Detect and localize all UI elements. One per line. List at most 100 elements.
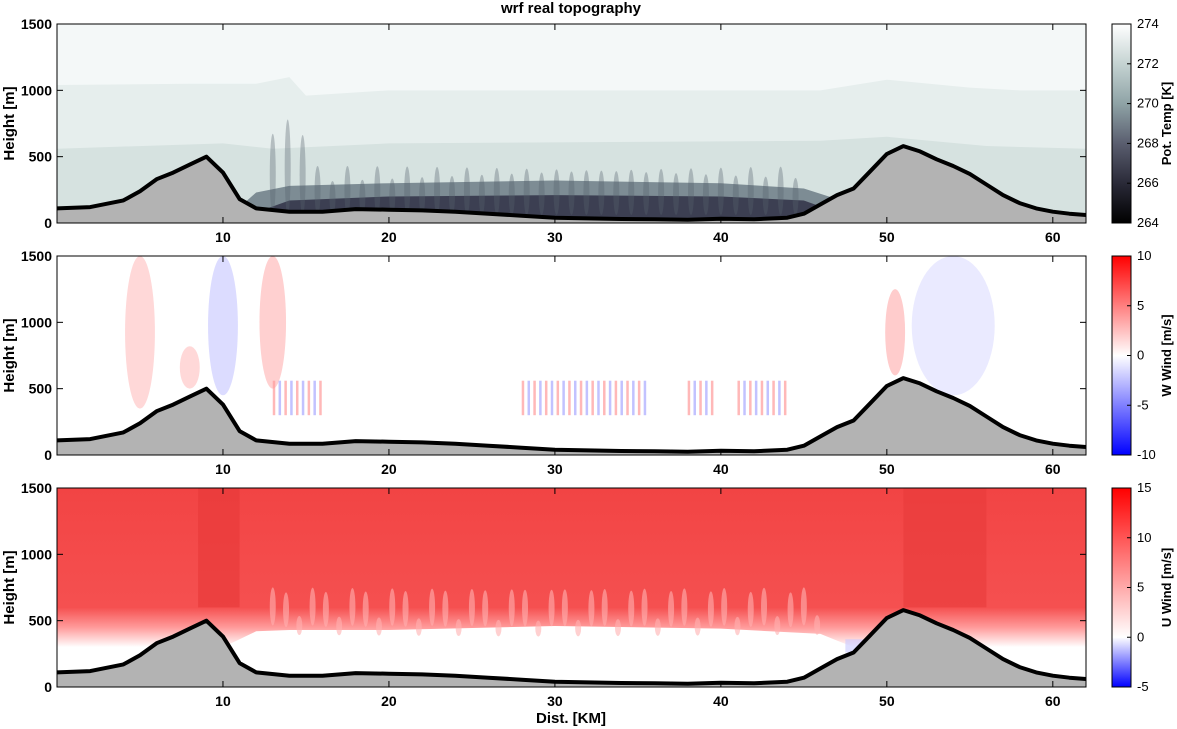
w-wave-stripe bbox=[573, 380, 577, 416]
u-wave-plume bbox=[389, 588, 396, 626]
temp-plume bbox=[449, 175, 456, 216]
w-column bbox=[885, 289, 906, 376]
u-wave-plume bbox=[734, 616, 741, 636]
x-tick-label: 50 bbox=[879, 693, 895, 709]
w-wave-stripe bbox=[643, 380, 647, 416]
y-tick-label: 1500 bbox=[21, 480, 52, 496]
w-wave-stripe bbox=[295, 380, 299, 416]
temp-plume bbox=[613, 171, 620, 216]
w-wave-stripe bbox=[585, 380, 589, 416]
w-wave-stripe bbox=[699, 380, 702, 416]
u-wave-plume bbox=[482, 590, 489, 627]
w-wave-stripe bbox=[632, 380, 635, 416]
x-tick-label: 30 bbox=[547, 693, 563, 709]
u-jet-right bbox=[903, 488, 987, 608]
w-wave-stripe bbox=[579, 380, 583, 416]
u-wave-plume bbox=[774, 616, 781, 636]
u-wave-plume bbox=[641, 588, 648, 626]
temp-plume bbox=[717, 167, 724, 216]
temp-plume bbox=[419, 177, 426, 216]
w-wave-stripe bbox=[626, 380, 629, 416]
u-wave-plume bbox=[601, 589, 608, 627]
x-tick-label: 30 bbox=[547, 461, 563, 477]
temp-plume bbox=[314, 165, 321, 216]
u-wave-plume bbox=[429, 588, 436, 626]
w-wave-stripe bbox=[603, 380, 606, 416]
w-wave-stripe bbox=[760, 380, 764, 416]
w-column bbox=[179, 346, 200, 389]
w-column bbox=[911, 256, 995, 396]
temp-plume bbox=[508, 173, 515, 216]
temp-plume bbox=[463, 167, 470, 216]
w-wave-stripe bbox=[527, 380, 531, 416]
temp-plume bbox=[553, 169, 560, 216]
colorbar-tick-label: -5 bbox=[1137, 397, 1149, 412]
x-axis-label: Dist. [KM] bbox=[536, 710, 606, 727]
temp-plume bbox=[702, 174, 709, 216]
x-tick-label: 10 bbox=[215, 229, 231, 245]
w-wave-stripe bbox=[620, 380, 623, 416]
x-tick-label: 20 bbox=[381, 693, 397, 709]
y-tick-label: 0 bbox=[44, 215, 52, 231]
y-tick-label: 0 bbox=[44, 447, 52, 463]
w-wave-stripe bbox=[705, 380, 708, 416]
u-wave-plume bbox=[747, 591, 754, 627]
temp-plume bbox=[359, 179, 366, 216]
temp-plume bbox=[747, 167, 754, 216]
w-wave-stripe bbox=[290, 380, 293, 416]
u-wave-plume bbox=[322, 591, 329, 628]
u-wave-plume bbox=[468, 589, 475, 627]
w-wave-stripe bbox=[614, 380, 618, 416]
temp-plume bbox=[598, 170, 605, 216]
y-tick-label: 500 bbox=[29, 381, 53, 397]
x-tick-label: 10 bbox=[215, 693, 231, 709]
u-wave-plume bbox=[575, 619, 582, 637]
colorbar-tick-label: 5 bbox=[1137, 298, 1144, 313]
temp-plume bbox=[374, 166, 381, 216]
w-column bbox=[259, 256, 287, 389]
w-wave-stripe bbox=[597, 380, 600, 416]
u-wave-plume bbox=[588, 590, 595, 627]
x-tick-label: 60 bbox=[1045, 461, 1061, 477]
w-column bbox=[208, 256, 238, 396]
w-wave-stripe bbox=[743, 380, 746, 416]
u-wave-plume bbox=[415, 618, 422, 636]
w-wave-stripe bbox=[749, 380, 752, 416]
w-wave-stripe bbox=[562, 380, 565, 416]
colorbar-tick-label: 0 bbox=[1137, 348, 1144, 363]
w-wave-stripe bbox=[687, 380, 691, 416]
w-wave-stripe bbox=[272, 380, 276, 416]
temp-plume bbox=[404, 166, 411, 216]
w-wave-stripe bbox=[710, 380, 714, 416]
x-tick-label: 50 bbox=[879, 229, 895, 245]
y-tick-label: 500 bbox=[29, 613, 53, 629]
w-wave-stripe bbox=[533, 380, 536, 416]
colorbar-tick-label: -5 bbox=[1137, 679, 1149, 694]
temp-plume bbox=[658, 168, 665, 216]
colorbar-tick-label: 266 bbox=[1137, 175, 1159, 190]
colorbar-tick-label: 264 bbox=[1137, 215, 1159, 230]
u-wave-plume bbox=[800, 587, 807, 626]
colorbar-label: W Wind [m/s] bbox=[1159, 314, 1174, 396]
x-tick-label: 30 bbox=[547, 229, 563, 245]
w-wave-stripe bbox=[550, 380, 554, 416]
w-wave-stripe bbox=[568, 380, 571, 416]
temp-plume bbox=[344, 166, 351, 216]
u-wave-plume bbox=[548, 589, 555, 627]
w-wave-stripe bbox=[301, 380, 305, 416]
u-wave-plume bbox=[721, 588, 728, 626]
temp-plume bbox=[732, 175, 739, 216]
temp-plume bbox=[389, 178, 396, 216]
terrain-line bbox=[57, 144, 1086, 222]
temp-plume bbox=[687, 168, 694, 216]
w-wave-stripe bbox=[544, 380, 548, 416]
u-wave-plume bbox=[787, 592, 794, 628]
u-wave-plume bbox=[614, 619, 621, 637]
u-wave-plume bbox=[309, 587, 316, 626]
colorbar-label: U Wind [m/s] bbox=[1159, 548, 1174, 627]
w-wave-stripe bbox=[608, 380, 612, 416]
panel-bottom-frame bbox=[56, 487, 1087, 688]
w-wave-stripe bbox=[556, 380, 560, 416]
u-wave-plume bbox=[362, 591, 369, 627]
